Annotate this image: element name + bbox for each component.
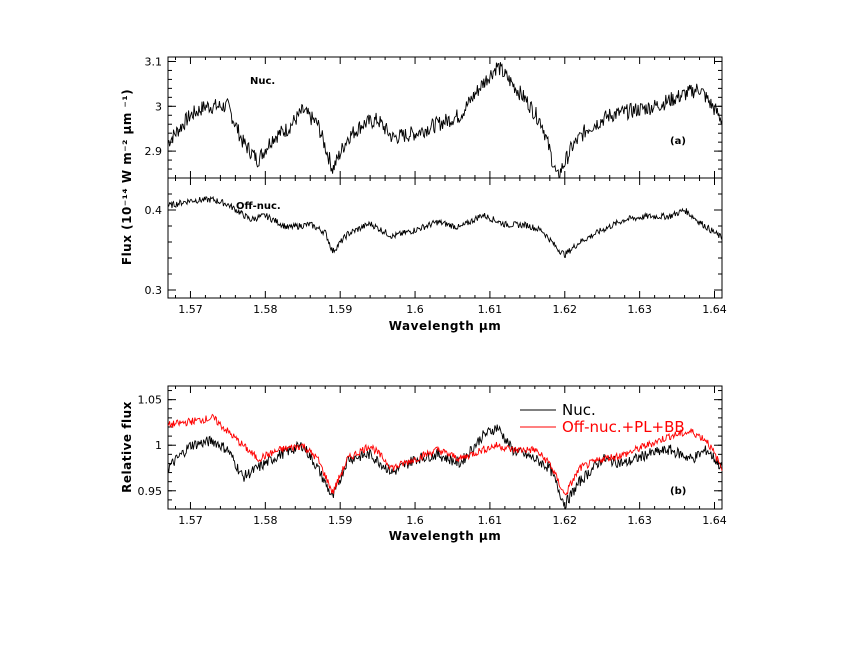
x-tick-label: 1.61 [478,303,503,316]
x-tick-label: 1.62 [553,514,578,527]
nuclear-spectrum-panel: 2.9 3 3.1 Nuc. (a) [145,55,723,179]
relative-flux-panel: 1.57 1.58 1.59 1.6 1.61 1.62 1.63 1.64 0.95 1 1.05… [120,385,727,543]
y-tick-label: 1.05 [138,394,163,407]
x-tick-label: 1.61 [478,514,503,527]
x-tick-label: 1.57 [178,514,203,527]
series-line-spectrum [167,62,723,179]
panel-tag-a: (a) [670,136,686,147]
x-tick-label: 1.64 [702,303,727,316]
panel-annotation-nuc: Nuc. [250,76,275,87]
y-tick-label: 0.95 [138,485,163,498]
panel-tag-b: (b) [670,486,686,497]
x-tick-label: 1.57 [178,303,203,316]
tick-group: 2.9 3 3.1 [145,55,722,179]
y-axis-label: Flux (10⁻¹⁴ W m⁻² μm ⁻¹) [120,89,134,265]
y-tick-label: 1 [155,439,162,452]
series-group [167,195,723,258]
x-tick-label: 1.6 [406,303,424,316]
legend-label-off-nuc: Off-nuc.+PL+BB [562,418,685,436]
series-group [167,413,723,510]
x-tick-label: 1.62 [553,303,578,316]
off-nuclear-spectrum-panel: 1.57 1.58 1.59 1.6 1.61 1.62 1.63 1.64 0.3 0.4 Of… [120,89,727,333]
legend-label-nuc: Nuc. [562,401,596,419]
tick-group: 1.57 1.58 1.59 1.6 1.61 1.62 1.63 1.64 0.3 0.4 [145,177,727,316]
plot-frame [167,177,723,299]
x-tick-label: 1.59 [328,514,353,527]
plot-frame [167,385,723,510]
series-line-nuc- [167,424,723,510]
x-tick-label: 1.59 [328,303,353,316]
y-tick-label: 0.4 [145,204,163,217]
x-axis-label: Wavelength μm [389,319,502,333]
x-tick-label: 1.63 [627,514,652,527]
x-tick-label: 1.58 [253,514,278,527]
tick-group: 1.57 1.58 1.59 1.6 1.61 1.62 1.63 1.64 0.95 1 1.05 [138,386,727,527]
x-axis-label: Wavelength μm [389,529,502,543]
series-line-off-nuc-pl-bb [167,413,723,496]
series-line-spectrum [167,195,723,258]
legend: Nuc. Off-nuc.+PL+BB [520,401,685,436]
y-axis-label: Relative flux [120,401,134,493]
y-tick-label: 3 [155,100,162,113]
y-tick-label: 3.1 [145,55,163,68]
x-tick-label: 1.64 [702,514,727,527]
x-tick-label: 1.6 [406,514,424,527]
x-tick-label: 1.58 [253,303,278,316]
x-tick-label: 1.63 [627,303,652,316]
y-tick-label: 0.3 [145,284,163,297]
y-tick-label: 2.9 [145,145,163,158]
series-group [167,62,723,179]
panel-annotation-off-nuc: Off-nuc. [236,201,281,212]
